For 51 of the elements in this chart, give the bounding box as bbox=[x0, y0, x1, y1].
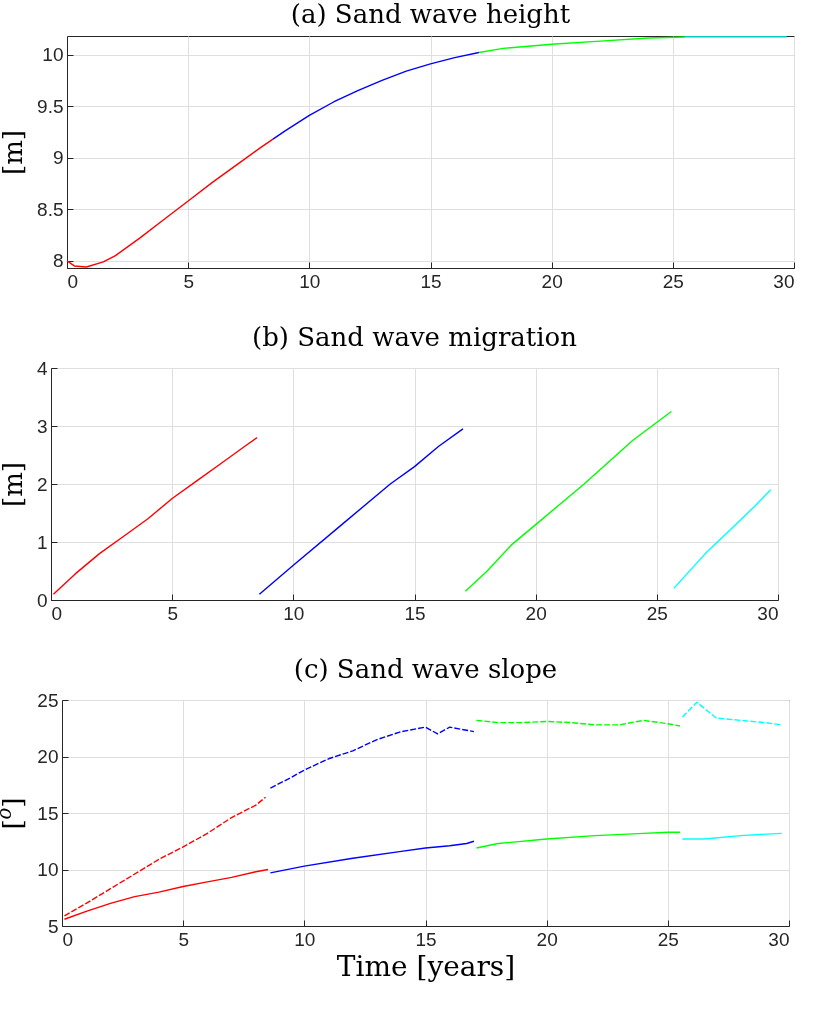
chart-title: (a) Sand wave height bbox=[290, 0, 571, 29]
y-tick-label: 9 bbox=[52, 147, 64, 169]
y-tick-label: 20 bbox=[37, 746, 59, 767]
x-tick-label: 5 bbox=[167, 602, 178, 624]
x-tick-label: 20 bbox=[541, 270, 563, 292]
line-series bbox=[67, 138, 274, 268]
x-tick-label: 20 bbox=[536, 928, 558, 950]
line-series bbox=[269, 840, 475, 874]
y-tick-label: 8.5 bbox=[37, 198, 64, 220]
x-tick-label: 10 bbox=[299, 270, 321, 292]
y-tick-label: 15 bbox=[37, 802, 59, 824]
y-tick-label: 9.5 bbox=[37, 95, 64, 117]
line-series bbox=[63, 796, 267, 917]
x-tick-label: 5 bbox=[178, 928, 189, 950]
line-series bbox=[63, 868, 269, 920]
y-tick-label: 25 bbox=[37, 689, 59, 711]
y-tick-label: 10 bbox=[42, 44, 64, 66]
x-tick-label: 25 bbox=[646, 602, 668, 624]
y-tick-label: 10 bbox=[37, 859, 59, 880]
x-tick-label: 15 bbox=[415, 928, 437, 950]
y-tick-label: 4 bbox=[36, 357, 48, 379]
x-tick-label: 20 bbox=[525, 602, 547, 624]
line-series bbox=[52, 436, 258, 595]
y-tick-label: 3 bbox=[36, 415, 48, 437]
y-tick-label: 2 bbox=[36, 473, 48, 495]
x-tick-label: 30 bbox=[768, 928, 790, 950]
y-axis-title: [m] bbox=[0, 462, 28, 507]
x-tick-label: 10 bbox=[294, 928, 316, 950]
x-tick-label: 25 bbox=[662, 270, 684, 292]
chart-title: (b) Sand wave migration bbox=[252, 322, 578, 352]
line-series bbox=[673, 489, 772, 590]
line-series bbox=[272, 51, 480, 140]
y-axis-title: [m] bbox=[0, 130, 29, 175]
line-series bbox=[464, 410, 673, 592]
x-tick-label: 15 bbox=[404, 602, 426, 624]
line-series bbox=[475, 831, 681, 849]
line-series bbox=[478, 36, 686, 54]
y-tick-label: 1 bbox=[36, 531, 48, 553]
chart-title: (c) Sand wave slope bbox=[293, 654, 558, 684]
x-tick-label: 25 bbox=[657, 928, 679, 950]
x-tick-label: 10 bbox=[283, 602, 305, 624]
x-tick-label: 30 bbox=[773, 270, 795, 292]
line-series bbox=[681, 701, 783, 726]
x-tick-label: 15 bbox=[420, 270, 442, 292]
x-tick-label: 30 bbox=[757, 602, 779, 624]
x-axis-title: Time [years] bbox=[336, 949, 516, 983]
x-tick-label: 0 bbox=[67, 270, 79, 292]
x-tick-label: 5 bbox=[183, 270, 194, 292]
y-tick-label: 8 bbox=[52, 250, 64, 272]
line-series bbox=[269, 726, 475, 789]
line-series bbox=[258, 428, 464, 595]
